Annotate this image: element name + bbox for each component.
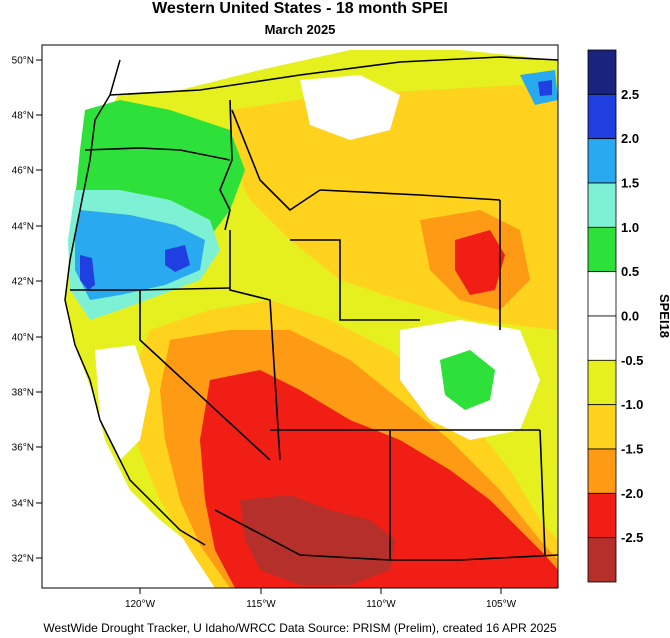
map-subtitle: March 2025 [264, 22, 336, 37]
latitude-axis: 50°N 48°N 46°N 44°N 42°N 40°N 38°N 36°N 34°N 32°N [12, 56, 42, 565]
lat-tick-label: 46°N [12, 166, 34, 177]
region-wet-moderate-oregon [75, 210, 205, 300]
colorbar-tick-label: 1.0 [621, 220, 639, 235]
colorbar-tick-label: 2.5 [621, 87, 639, 102]
colorbar-swatch [587, 182, 617, 228]
map-regions [65, 50, 558, 588]
region-wet-montana-ne-dark [538, 80, 552, 96]
region-wet-severe-coast [80, 255, 95, 290]
lon-tick-label: 120°W [125, 599, 156, 610]
colorbar-tick-label: 0.5 [621, 264, 639, 279]
region-wet-severe-inland [165, 245, 190, 272]
map-frame [41, 44, 559, 589]
region-wet-colorado [440, 350, 495, 410]
lat-tick-label: 44°N [12, 222, 34, 233]
lon-tick-label: 110°W [366, 599, 396, 610]
region-extreme-arizona [240, 495, 395, 585]
region-near-normal-montana [300, 75, 400, 140]
colorbar-swatch [587, 537, 617, 583]
colorbar-swatch [587, 138, 617, 184]
colorbar-tick-label: -2.5 [621, 530, 643, 545]
lat-tick-label: 50°N [12, 56, 34, 67]
lat-tick-label: 38°N [12, 388, 34, 399]
lat-tick-label: 32°N [12, 554, 34, 565]
map-footer: WestWide Drought Tracker, U Idaho/WRCC D… [43, 621, 557, 635]
colorbar-swatch [587, 49, 617, 95]
region-severe-wyoming [455, 230, 505, 295]
colorbar-swatch [587, 404, 617, 450]
colorbar: 2.5 2.0 1.5 1.0 0.5 0.0 -0.5 -1.0 -1.5 -2.0 -2.5 [587, 49, 643, 583]
colorbar-tick-label: 1.5 [621, 176, 639, 191]
colorbar-swatch [587, 226, 617, 273]
state-boundaries [70, 56, 558, 561]
colorbar-tick-label: 2.0 [621, 131, 639, 146]
colorbar-swatch [587, 93, 617, 140]
colorbar-swatch [587, 448, 617, 494]
lat-tick-label: 40°N [12, 333, 34, 344]
colorbar-tick-label: -1.0 [621, 397, 643, 412]
lat-tick-label: 42°N [12, 277, 34, 288]
map-title: Western United States - 18 month SPEI [152, 0, 448, 17]
lat-tick-label: 48°N [12, 111, 34, 122]
lon-tick-label: 115°W [246, 599, 276, 610]
colorbar-tick-label: 0.0 [621, 309, 639, 324]
colorbar-swatch [587, 315, 617, 361]
colorbar-tick-label: -1.5 [621, 442, 643, 457]
lon-tick-label: 105°W [486, 599, 517, 610]
colorbar-swatch [587, 359, 617, 406]
colorbar-tick-label: -0.5 [621, 353, 643, 368]
colorbar-axis-label: SPEI18 [657, 294, 670, 338]
region-near-normal-california [95, 345, 150, 460]
lat-tick-label: 34°N [12, 499, 34, 510]
colorbar-swatch [587, 271, 617, 317]
colorbar-swatch [587, 492, 617, 539]
spei-map: 50°N 48°N 46°N 44°N 42°N 40°N 38°N 36°N 34°N 32°N… [12, 44, 670, 610]
longitude-axis: 120°W 115°W 110°W 105°W [125, 588, 517, 610]
coastline [64, 59, 206, 546]
lat-tick-label: 36°N [12, 443, 34, 454]
colorbar-tick-label: -2.0 [621, 486, 643, 501]
